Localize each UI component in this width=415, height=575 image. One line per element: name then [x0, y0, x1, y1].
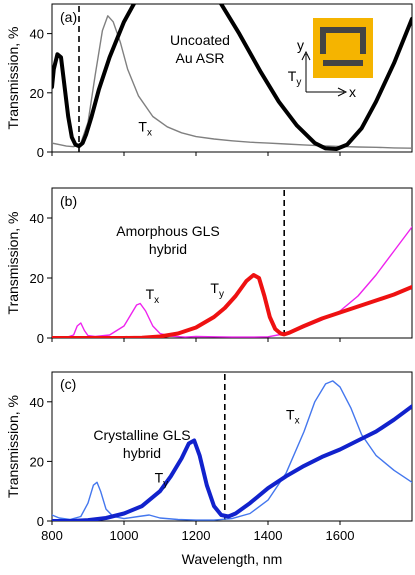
series-line-ty [52, 404, 412, 521]
panel-annotation: Crystalline GLS [93, 427, 190, 443]
x-tick-label: 1400 [254, 528, 283, 543]
chart-panel-2: 0 20 40 Transmission, % Tx Ty (b) Amorphous GLS… [5, 187, 413, 346]
x-axis-label: Wavelength, nm [182, 551, 283, 567]
split-ring-resonator-icon [320, 27, 366, 54]
y-tick-label: 20 [30, 86, 44, 101]
panel-annotation: Au ASR [175, 50, 224, 66]
y-tick-label: 40 [30, 395, 44, 410]
chart-panel-1: 0 20 40 Transmission, % Tx Ty (a) Uncoated Au AS… [5, 3, 413, 160]
panel-label: (c) [60, 376, 76, 392]
series-label-ty: Ty [288, 68, 302, 88]
panel-label: (a) [60, 9, 77, 25]
y-tick-label: 0 [37, 514, 44, 529]
series-line-ty [52, 273, 412, 338]
y-tick-label: 0 [37, 331, 44, 346]
series-line-tx [52, 226, 412, 338]
panel-label: (b) [60, 193, 77, 209]
series-label-tx: Tx [138, 118, 152, 138]
series-label-tx: Tx [286, 407, 300, 427]
y-tick-label: 40 [30, 211, 44, 226]
y-tick-label: 0 [37, 145, 44, 160]
plot-frame [51, 371, 413, 522]
series-line-tx [52, 380, 412, 521]
y-axis-label: Transmission, % [5, 27, 21, 130]
panel-annotation: Uncoated [170, 32, 230, 48]
inset-y-label: y [297, 37, 304, 53]
panel-annotation: hybrid [123, 445, 161, 461]
y-axis-label: Transmission, % [5, 212, 21, 315]
x-tick-label: 800 [41, 528, 63, 543]
inset-x-label: x [349, 84, 356, 100]
y-tick-label: 20 [30, 271, 44, 286]
y-tick-label: 40 [30, 27, 44, 42]
plot-frame [51, 187, 413, 339]
series-label-tx: Tx [146, 286, 160, 306]
y-tick-label: 20 [30, 454, 44, 469]
panel-annotation: hybrid [149, 241, 187, 257]
y-axis-label: Transmission, % [5, 395, 21, 498]
chart-panel-3: 0 20 40 800 1000 1200 1400 1600 Transmission, % W… [5, 371, 413, 567]
series-line-tx [52, 15, 412, 149]
series-label-ty: Ty [210, 280, 224, 300]
x-tick-label: 1200 [182, 528, 211, 543]
series-line-ty [52, 4, 412, 151]
structure-inset: yx [297, 18, 373, 100]
panel-annotation: Amorphous GLS [116, 223, 220, 239]
x-tick-label: 1000 [110, 528, 139, 543]
x-tick-label: 1600 [326, 528, 355, 543]
series-label-ty: Ty [155, 469, 169, 489]
